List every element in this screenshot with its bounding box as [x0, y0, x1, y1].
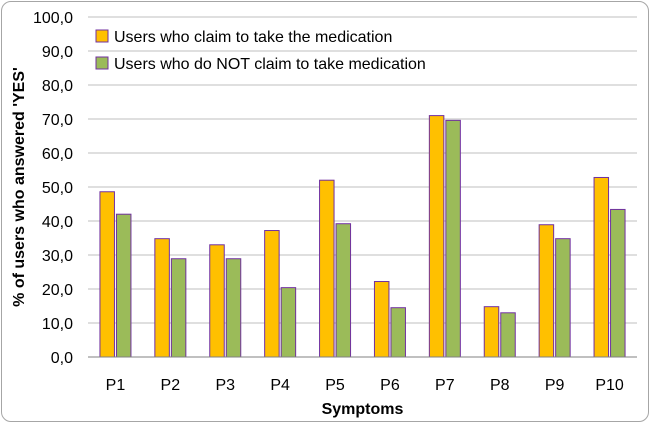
bar-no-medication: [500, 312, 516, 358]
y-tick-label: 20,0: [42, 282, 73, 299]
x-tick-label: P4: [270, 377, 290, 394]
bar-no-medication: [610, 208, 626, 358]
y-tick-label: 60,0: [42, 146, 73, 163]
x-tick-label: P8: [490, 377, 510, 394]
y-tick-label: 40,0: [42, 214, 73, 231]
y-tick-label: 0,0: [51, 350, 73, 367]
legend-swatch-no-medication: [95, 56, 109, 70]
bar-no-medication: [390, 307, 406, 358]
y-tick-label: 90,0: [42, 44, 73, 61]
bar-medication: [593, 176, 610, 358]
bar-medication: [373, 281, 390, 358]
x-axis-ticks: P1 P2 P3 P4 P5 P6 P7 P8 P9 P10: [106, 377, 624, 394]
bar-no-medication: [225, 258, 242, 358]
y-tick-label: 100,0: [33, 10, 73, 27]
bar-medication: [154, 238, 170, 358]
x-tick-label: P3: [215, 377, 235, 394]
legend: Users who claim to take the medication U…: [95, 29, 426, 73]
y-tick-label: 70,0: [42, 112, 73, 129]
x-tick-label: P5: [325, 377, 345, 394]
x-tick-label: P6: [380, 377, 400, 394]
bar-medication: [538, 224, 555, 358]
y-tick-label: 50,0: [42, 180, 73, 197]
x-tick-label: P10: [595, 377, 624, 394]
bar-medication: [264, 230, 280, 358]
bar-no-medication: [445, 119, 461, 358]
y-axis-ticks: 0,0 10,0 20,0 30,0 40,0 50,0 60,0 70,0 80,0 90,0 1…: [33, 10, 73, 367]
bar-no-medication: [280, 287, 297, 358]
bar-medication: [483, 306, 500, 358]
bar-no-medication: [555, 238, 571, 358]
legend-label-no-medication: Users who do NOT claim to take medicatio…: [114, 56, 426, 73]
legend-label-medication: Users who claim to take the medication: [114, 29, 392, 46]
bar-no-medication: [115, 213, 132, 358]
y-tick-label: 80,0: [42, 78, 73, 95]
x-tick-label: P2: [161, 377, 181, 394]
legend-swatch-medication: [95, 29, 109, 43]
bar-no-medication: [170, 258, 187, 358]
y-axis-title: % of users who answered 'YES': [11, 67, 28, 307]
bar-medication: [99, 191, 115, 358]
bars: [99, 115, 626, 358]
y-tick-label: 30,0: [42, 248, 73, 265]
x-tick-label: P7: [435, 377, 455, 394]
bar-medication: [319, 179, 335, 358]
x-tick-label: P9: [545, 377, 565, 394]
bar-medication: [428, 115, 445, 358]
y-tick-label: 10,0: [42, 316, 73, 333]
bar-medication: [209, 244, 225, 358]
x-axis-title: Symptoms: [322, 401, 404, 418]
bar-no-medication: [335, 223, 352, 358]
x-tick-label: P1: [106, 377, 126, 394]
